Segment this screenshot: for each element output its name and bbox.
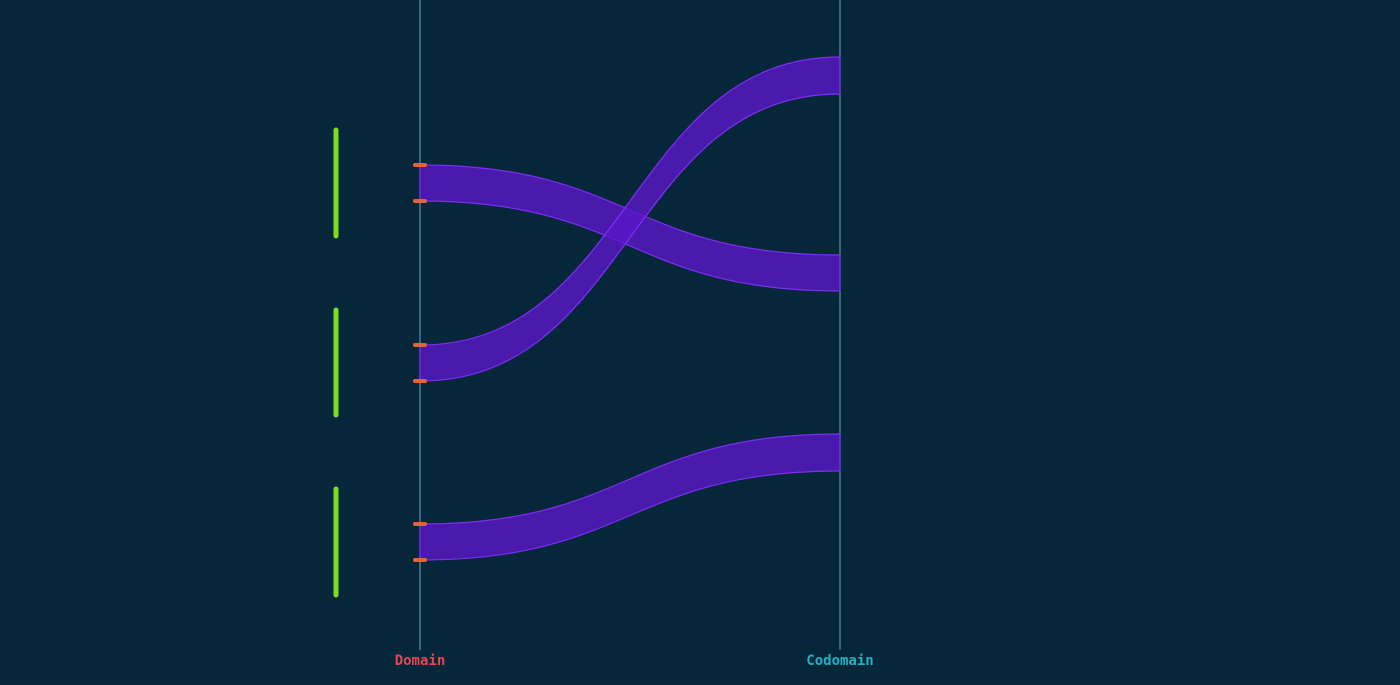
codomain-axis-label: Codomain [806,653,873,669]
interval-ticks [413,163,427,562]
mapping-bands [419,56,841,561]
mapping-band-2[interactable] [419,56,841,382]
domain-axis-label: Domain [395,653,446,669]
mapping-band-3[interactable] [419,433,841,561]
